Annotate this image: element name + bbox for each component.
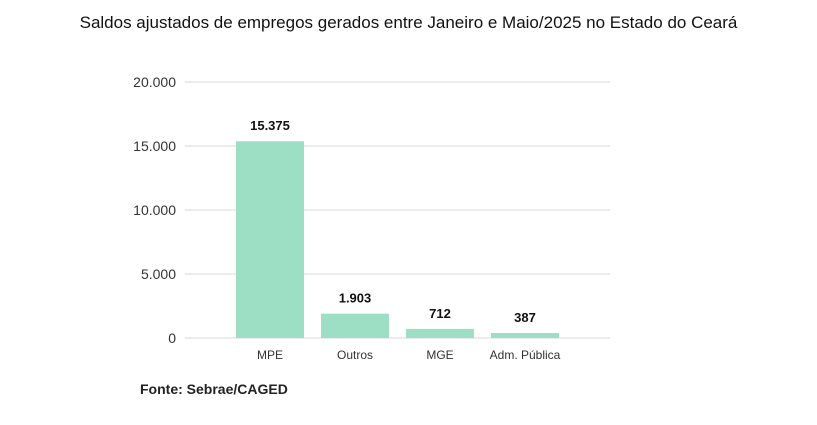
y-tick-label: 5.000 [141,266,176,282]
x-tick-label: MGE [426,348,453,362]
y-tick-label: 15.000 [133,138,176,154]
data-label: 712 [429,306,451,321]
source-note: Fonte: Sebrae/CAGED [140,381,288,397]
y-tick-label: 10.000 [133,202,176,218]
bars [236,141,559,338]
chart-title: Saldos ajustados de empregos gerados ent… [79,13,738,32]
x-tick-label: Outros [337,348,373,362]
bar-outros [321,313,389,338]
data-label: 1.903 [339,291,372,306]
data-labels: 15.375 1.903 712 387 [250,118,536,325]
bar-mge [406,328,474,338]
x-tick-label: Adm. Pública [490,348,561,362]
y-tick-label: 20.000 [133,74,176,90]
data-label: 387 [514,310,536,325]
bar-adm-p-blica [491,333,559,338]
x-axis-category-labels: MPE Outros MGE Adm. Pública [257,348,561,362]
y-tick-label: 0 [168,330,176,346]
bar-mpe [236,141,304,338]
x-tick-label: MPE [257,348,283,362]
data-label: 15.375 [250,118,290,133]
y-axis-tick-labels: 0 5.000 10.000 15.000 20.000 [133,74,176,346]
